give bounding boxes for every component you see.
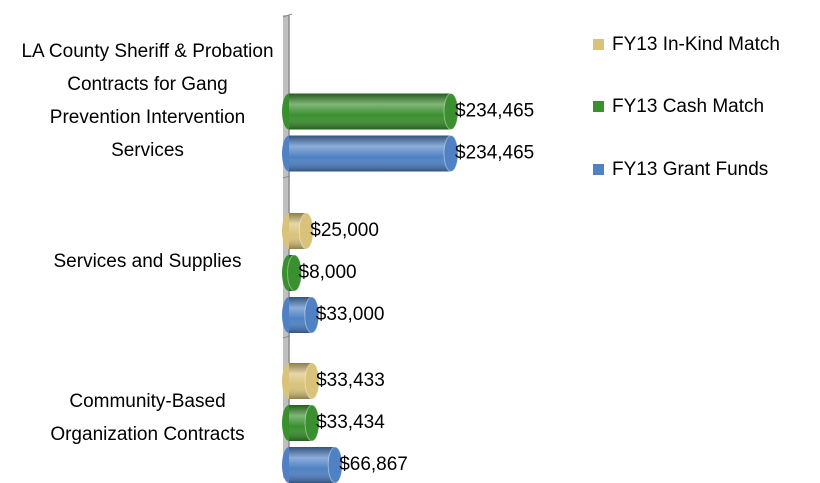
value-label: $33,434 bbox=[316, 412, 385, 433]
axis-tick bbox=[282, 335, 291, 339]
bar-cap bbox=[304, 404, 320, 442]
bar-shade bbox=[289, 135, 451, 172]
bar-shade bbox=[289, 447, 336, 483]
legend-label: FY13 Cash Match bbox=[612, 96, 764, 117]
value-label: $234,465 bbox=[455, 101, 534, 122]
legend-label: FY13 Grant Funds bbox=[612, 159, 768, 180]
bar-cap bbox=[443, 135, 459, 172]
bar-cap bbox=[304, 362, 320, 400]
legend-swatch bbox=[593, 39, 604, 50]
bar bbox=[282, 212, 314, 250]
category-label: Services and Supplies bbox=[53, 250, 242, 272]
legend-swatch bbox=[593, 101, 604, 112]
value-label: $25,000 bbox=[310, 220, 379, 241]
bar bbox=[282, 254, 303, 292]
bar bbox=[282, 446, 343, 483]
bar bbox=[282, 296, 320, 334]
value-label: $8,000 bbox=[299, 262, 357, 283]
bar-cap bbox=[443, 93, 459, 130]
value-label: $234,465 bbox=[455, 143, 534, 164]
value-label: $33,000 bbox=[316, 304, 385, 325]
category-label: Community-Based Organization Contracts bbox=[50, 391, 245, 445]
bar-cap bbox=[287, 254, 303, 292]
value-label: $33,433 bbox=[316, 370, 385, 391]
bar bbox=[282, 404, 320, 442]
bar-shade bbox=[289, 93, 451, 130]
bar bbox=[282, 135, 459, 172]
category-label: LA County Sheriff & Probation Contracts … bbox=[21, 41, 274, 161]
bar bbox=[282, 362, 320, 400]
bar-cap bbox=[327, 446, 343, 483]
axis-tick bbox=[282, 175, 291, 179]
legend-label: FY13 In-Kind Match bbox=[612, 34, 780, 55]
value-label: $66,867 bbox=[339, 454, 408, 475]
legend-swatch bbox=[593, 164, 604, 175]
bar-cap bbox=[298, 212, 314, 250]
bar-cap bbox=[304, 296, 320, 334]
axis-tick bbox=[282, 13, 293, 18]
bar bbox=[282, 93, 459, 130]
